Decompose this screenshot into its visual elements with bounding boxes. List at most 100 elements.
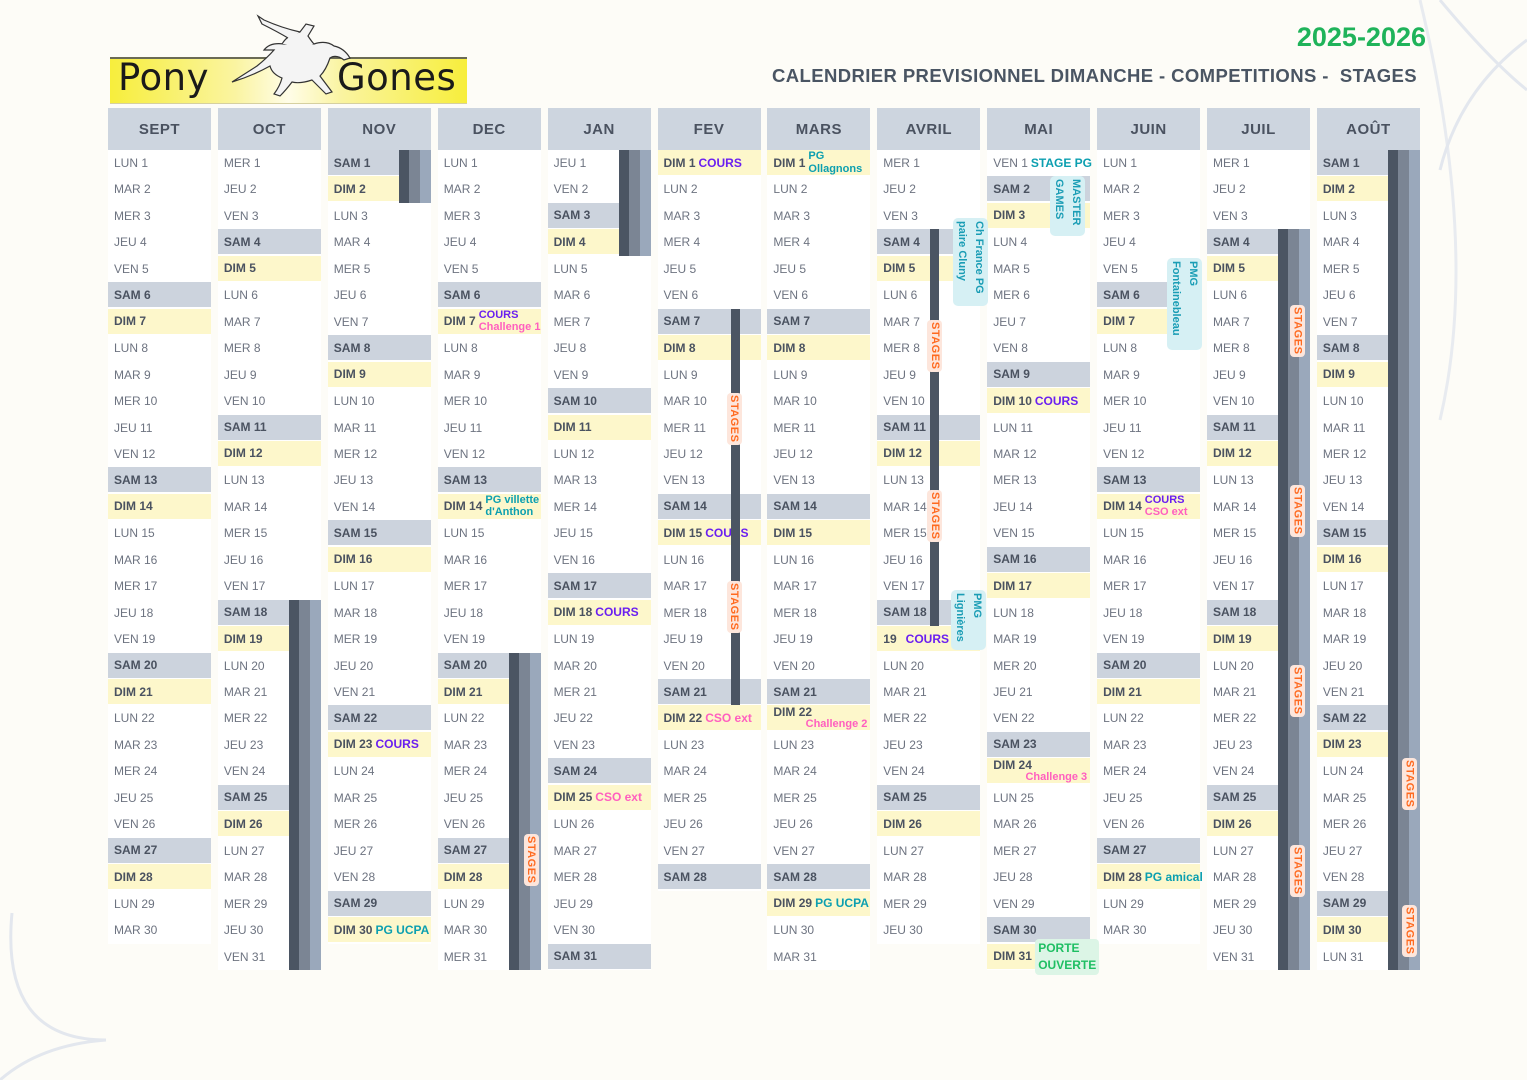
- day-cell[interactable]: SAM 13: [1097, 467, 1201, 493]
- day-cell[interactable]: SAM 27: [108, 837, 211, 863]
- day-cell[interactable]: MER 8: [877, 335, 980, 361]
- day-cell[interactable]: JEU 27: [1317, 838, 1420, 864]
- day-cell[interactable]: DIM 14: [108, 493, 211, 519]
- day-cell[interactable]: MAR 30: [438, 917, 541, 943]
- day-cell[interactable]: VEN 3: [877, 203, 980, 229]
- day-cell[interactable]: JEU 23: [218, 732, 321, 758]
- day-cell[interactable]: MAR 9: [1097, 362, 1200, 388]
- day-cell[interactable]: LUN 15: [1097, 520, 1200, 546]
- day-cell[interactable]: MER 3: [438, 203, 541, 229]
- day-cell[interactable]: DIM 24 Challenge 3: [987, 758, 1091, 784]
- day-cell[interactable]: MAR 9: [438, 362, 541, 388]
- day-cell[interactable]: DIM 1 PG Ollagnons: [767, 150, 871, 175]
- day-cell[interactable]: LUN 19: [548, 626, 651, 652]
- day-cell[interactable]: VEN 19: [108, 626, 211, 652]
- day-cell[interactable]: LUN 13: [218, 467, 321, 493]
- day-cell[interactable]: LUN 27: [877, 838, 980, 864]
- day-cell[interactable]: JEU 21: [987, 679, 1090, 705]
- day-cell[interactable]: DIM 22 CSO ext: [657, 705, 761, 731]
- day-cell[interactable]: VEN 26: [108, 811, 211, 837]
- day-cell[interactable]: DIM 8: [767, 335, 871, 361]
- day-cell[interactable]: LUN 23: [767, 732, 870, 758]
- day-cell[interactable]: VEN 21: [328, 679, 431, 705]
- day-cell[interactable]: LUN 16: [658, 547, 761, 573]
- day-cell[interactable]: VEN 2: [548, 176, 651, 202]
- day-cell[interactable]: VEN 3: [1207, 203, 1310, 229]
- day-cell[interactable]: DIM 7: [108, 308, 211, 334]
- day-cell[interactable]: SAM 6: [108, 282, 211, 308]
- day-cell[interactable]: LUN 22: [1097, 705, 1200, 731]
- day-cell[interactable]: MER 17: [108, 573, 211, 599]
- day-cell[interactable]: MAR 30: [1097, 917, 1200, 943]
- day-cell[interactable]: JEU 7: [987, 309, 1090, 335]
- day-cell[interactable]: DIM 11: [547, 414, 651, 440]
- day-cell[interactable]: VEN 31: [218, 944, 321, 970]
- day-cell[interactable]: VEN 28: [1317, 864, 1420, 890]
- day-cell[interactable]: JEU 20: [328, 653, 431, 679]
- day-cell[interactable]: JEU 9: [877, 362, 980, 388]
- day-cell[interactable]: MAR 14: [218, 494, 321, 520]
- day-cell[interactable]: VEN 12: [1097, 441, 1200, 467]
- day-cell[interactable]: LUN 16: [767, 547, 870, 573]
- day-cell[interactable]: SAM 7: [767, 308, 871, 334]
- day-cell[interactable]: DIM 17: [987, 573, 1091, 599]
- day-cell[interactable]: SAM 14: [657, 493, 761, 519]
- day-cell[interactable]: JEU 11: [438, 415, 541, 441]
- day-cell[interactable]: VEN 10: [218, 388, 321, 414]
- day-cell[interactable]: LUN 1: [108, 150, 211, 176]
- day-cell[interactable]: MER 28: [548, 864, 651, 890]
- day-cell[interactable]: LUN 20: [877, 653, 980, 679]
- day-cell[interactable]: SAM 4: [217, 229, 321, 255]
- day-cell[interactable]: LUN 6: [218, 282, 321, 308]
- day-cell[interactable]: VEN 14: [328, 494, 431, 520]
- day-cell[interactable]: LUN 15: [108, 520, 211, 546]
- day-cell[interactable]: VEN 13: [658, 467, 761, 493]
- day-cell[interactable]: JEU 25: [438, 785, 541, 811]
- day-cell[interactable]: VEN 12: [438, 441, 541, 467]
- day-cell[interactable]: MER 1: [1207, 150, 1310, 176]
- day-cell[interactable]: JEU 25: [1097, 785, 1200, 811]
- day-cell[interactable]: MAR 30: [108, 917, 211, 943]
- day-cell[interactable]: JEU 19: [658, 626, 761, 652]
- day-cell[interactable]: MAR 12: [987, 441, 1090, 467]
- day-cell[interactable]: MAR 14: [877, 494, 980, 520]
- day-cell[interactable]: VEN 24: [877, 758, 980, 784]
- day-cell[interactable]: VEN 17: [877, 573, 980, 599]
- day-cell[interactable]: MAR 17: [767, 573, 870, 599]
- day-cell[interactable]: LUN 9: [658, 362, 761, 388]
- day-cell[interactable]: JEU 5: [658, 256, 761, 282]
- day-cell[interactable]: JEU 16: [218, 547, 321, 573]
- day-cell[interactable]: JEU 30: [218, 917, 321, 943]
- day-cell[interactable]: LUN 22: [108, 705, 211, 731]
- day-cell[interactable]: MER 13: [987, 467, 1090, 493]
- day-cell[interactable]: MAR 4: [1317, 229, 1420, 255]
- day-cell[interactable]: MAR 2: [438, 176, 541, 202]
- day-cell[interactable]: SAM 14: [767, 493, 871, 519]
- day-cell[interactable]: MER 15: [1207, 520, 1310, 546]
- day-cell[interactable]: DIM 14 PG villette d'Anthon: [437, 493, 541, 519]
- day-cell[interactable]: LUN 30: [767, 917, 870, 943]
- day-cell[interactable]: VEN 19: [438, 626, 541, 652]
- day-cell[interactable]: JEU 2: [218, 176, 321, 202]
- day-cell[interactable]: MER 19: [328, 626, 431, 652]
- day-cell[interactable]: LUN 29: [438, 891, 541, 917]
- day-cell[interactable]: MAR 2: [1097, 176, 1200, 202]
- day-cell[interactable]: SAM 28: [657, 864, 761, 890]
- day-cell[interactable]: MER 20: [987, 653, 1090, 679]
- day-cell[interactable]: LUN 8: [108, 335, 211, 361]
- day-cell[interactable]: MER 27: [987, 838, 1090, 864]
- day-cell[interactable]: JEU 5: [767, 256, 870, 282]
- day-cell[interactable]: VEN 7: [1317, 309, 1420, 335]
- day-cell[interactable]: LUN 17: [1317, 573, 1420, 599]
- day-cell[interactable]: MER 22: [218, 705, 321, 731]
- day-cell[interactable]: MAR 7: [1207, 309, 1310, 335]
- day-cell[interactable]: JEU 25: [108, 785, 211, 811]
- day-cell[interactable]: VEN 20: [767, 653, 870, 679]
- day-cell[interactable]: MAR 11: [1317, 415, 1420, 441]
- day-cell[interactable]: LUN 3: [328, 203, 431, 229]
- day-cell[interactable]: DIM 28 PG amical: [1097, 864, 1203, 890]
- day-cell[interactable]: MER 12: [1317, 441, 1420, 467]
- day-cell[interactable]: MAR 31: [767, 944, 870, 970]
- day-cell[interactable]: JEU 18: [108, 600, 211, 626]
- day-cell[interactable]: MER 5: [328, 256, 431, 282]
